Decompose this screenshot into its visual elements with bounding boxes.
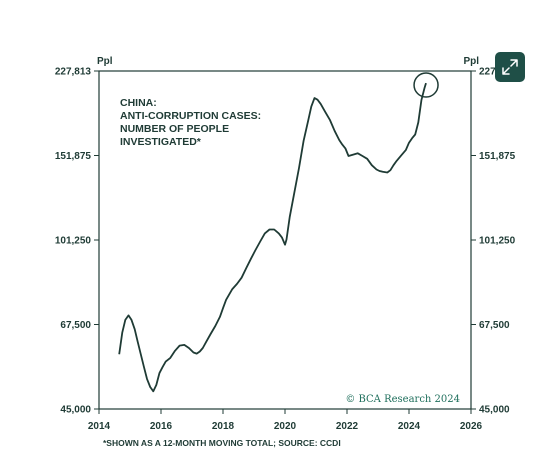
chart-title-line-2: ANTI-CORRUPTION CASES: bbox=[120, 110, 261, 122]
x-tick-label: 2024 bbox=[398, 421, 421, 432]
highlight-circle bbox=[413, 72, 439, 98]
series-line bbox=[118, 82, 427, 393]
y-tick-label-left: 67,500 bbox=[60, 320, 91, 331]
chart-title-line-3: NUMBER OF PEOPLE bbox=[120, 123, 229, 135]
expand-icon bbox=[502, 59, 518, 75]
x-tick-label: 2016 bbox=[150, 421, 173, 432]
footnote: *SHOWN AS A 12-MONTH MOVING TOTAL; SOURC… bbox=[103, 438, 341, 448]
x-tick-label: 2026 bbox=[460, 421, 483, 432]
x-axis: 2014 2016 2018 2020 2022 2024 2026 bbox=[88, 409, 483, 432]
x-tick-label: 2018 bbox=[212, 421, 235, 432]
left-unit-label: Ppl bbox=[97, 56, 113, 67]
y-tick-label-right: 67,500 bbox=[479, 320, 510, 331]
y-tick-label-left: 101,250 bbox=[55, 236, 92, 247]
x-tick-label: 2014 bbox=[88, 421, 111, 432]
expand-button[interactable] bbox=[495, 52, 525, 82]
right-unit-label: Ppl bbox=[463, 56, 479, 67]
y-tick-label-left: 227,813 bbox=[55, 67, 92, 78]
y-tick-label-right: 151,875 bbox=[479, 151, 516, 162]
y-tick-label-left: 151,875 bbox=[55, 151, 92, 162]
y-tick-label-right: 45,000 bbox=[479, 405, 510, 416]
x-tick-label: 2022 bbox=[336, 421, 359, 432]
chart-title-line-1: CHINA: bbox=[120, 97, 157, 109]
x-tick-label: 2020 bbox=[274, 421, 297, 432]
left-y-axis: 45,000 67,500 101,250 151,875 227,813 bbox=[55, 67, 99, 416]
chart-title-line-4: INVESTIGATED* bbox=[120, 136, 202, 148]
y-tick-label-left: 45,000 bbox=[60, 405, 91, 416]
y-tick-label-right: 101,250 bbox=[479, 236, 516, 247]
copyright-text: © BCA Research 2024 bbox=[345, 394, 460, 405]
